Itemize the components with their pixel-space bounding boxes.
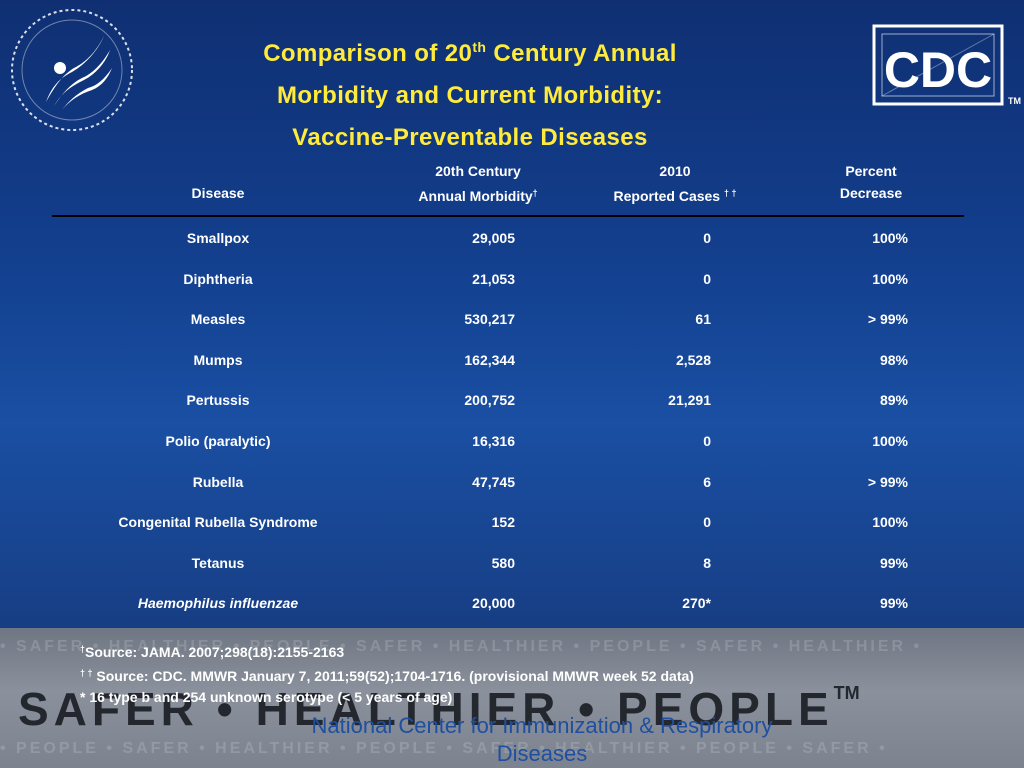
footnotes: †Source: JAMA. 2007;298(18):2155-2163 † … — [80, 639, 694, 708]
cell-cases: 2,528 — [675, 352, 711, 368]
cell-cases: 0 — [703, 271, 711, 287]
table-row: Haemophilus influenzae 20,000 270* 99% — [0, 593, 1024, 613]
cell-disease: Diphtheria — [183, 271, 253, 287]
cell-percent: 99% — [879, 595, 908, 611]
cell-morbidity: 16,316 — [472, 433, 515, 449]
cell-morbidity: 47,745 — [472, 474, 515, 490]
cdc-logo-icon: CDC TM — [872, 24, 1021, 106]
footnote-1: †Source: JAMA. 2007;298(18):2155-2163 — [80, 644, 345, 660]
cell-morbidity: 162,344 — [464, 352, 515, 368]
footnote-2: † † Source: CDC. MMWR January 7, 2011;59… — [80, 668, 694, 684]
table-row: Polio (paralytic) 16,316 0 100% — [0, 431, 1024, 451]
cell-disease: Tetanus — [191, 555, 245, 571]
header-percent: Percent Decrease — [839, 163, 903, 201]
cell-disease: Congenital Rubella Syndrome — [118, 514, 318, 530]
cell-morbidity: 20,000 — [472, 595, 515, 611]
cell-percent: > 99% — [867, 474, 908, 490]
cell-percent: > 99% — [867, 311, 908, 327]
table-header-rule — [52, 215, 964, 217]
slide-title: Comparison of 20th Century Annual Morbid… — [150, 26, 790, 159]
cell-disease: Mumps — [193, 352, 243, 368]
table-row: Measles 530,217 61 > 99% — [0, 309, 1024, 329]
cell-percent: 99% — [879, 555, 908, 571]
cell-disease: Pertussis — [186, 392, 250, 408]
title-line-3: Vaccine-Preventable Diseases — [292, 124, 648, 151]
table-row: Tetanus 580 8 99% — [0, 553, 1024, 573]
cell-disease: Rubella — [192, 474, 244, 490]
header-disease: Disease — [191, 185, 245, 201]
cell-percent: 100% — [872, 433, 908, 449]
center-name: National Center for Immunization & Respi… — [311, 713, 773, 766]
table-row: Smallpox 29,005 0 100% — [0, 228, 1024, 248]
cell-cases: 0 — [703, 514, 711, 530]
cell-percent: 100% — [872, 514, 908, 530]
banner-watermark-line-2: • PEOPLE • SAFER • HEALTHIER • PEOPLE • … — [0, 740, 888, 757]
table-row: Congenital Rubella Syndrome 152 0 100% — [0, 512, 1024, 532]
cell-cases: 0 — [703, 433, 711, 449]
cell-morbidity: 29,005 — [472, 230, 515, 246]
banner-slogan: SAFER • HEALTHIER • PEOPLETM — [18, 683, 860, 735]
cell-percent: 100% — [872, 271, 908, 287]
cell-disease: Smallpox — [186, 230, 250, 246]
cell-cases: 6 — [703, 474, 711, 490]
cell-morbidity: 580 — [491, 555, 515, 571]
header-cases: 2010 Reported Cases † † — [613, 163, 737, 204]
cell-morbidity: 21,053 — [472, 271, 515, 287]
cell-cases: 270* — [682, 595, 711, 611]
banner-watermark-line-1: • SAFER • HEALTHIER • PEOPLE • SAFER • H… — [0, 638, 923, 655]
hhs-logo-icon — [11, 9, 133, 131]
cell-morbidity: 530,217 — [464, 311, 515, 327]
cell-morbidity: 200,752 — [464, 392, 515, 408]
svg-text:TM: TM — [1008, 96, 1021, 106]
cell-percent: 89% — [879, 392, 908, 408]
title-line-2: Morbidity and Current Morbidity: — [276, 82, 664, 109]
footnote-3: * 16 type b and 254 unknown serotype (< … — [80, 689, 453, 705]
safer-healthier-people-banner — [0, 628, 1024, 768]
title-line-1: Comparison of 20th Century Annual — [263, 39, 677, 67]
table-row: Rubella 47,745 6 > 99% — [0, 472, 1024, 492]
cell-cases: 61 — [695, 311, 711, 327]
table-row: Mumps 162,344 2,528 98% — [0, 350, 1024, 370]
cell-cases: 0 — [703, 230, 711, 246]
table-row: Pertussis 200,752 21,291 89% — [0, 390, 1024, 410]
cell-disease: Haemophilus influenzae — [137, 595, 299, 611]
header-morbidity: 20th Century Annual Morbidity† — [418, 163, 538, 204]
table-row: Diphtheria 21,053 0 100% — [0, 269, 1024, 289]
cell-cases: 21,291 — [668, 392, 711, 408]
cell-disease: Measles — [190, 311, 246, 327]
cell-cases: 8 — [703, 555, 711, 571]
cell-disease: Polio (paralytic) — [165, 433, 271, 449]
svg-text:CDC: CDC — [884, 42, 992, 98]
cell-percent: 100% — [872, 230, 908, 246]
cell-morbidity: 152 — [491, 514, 515, 530]
cell-percent: 98% — [879, 352, 908, 368]
